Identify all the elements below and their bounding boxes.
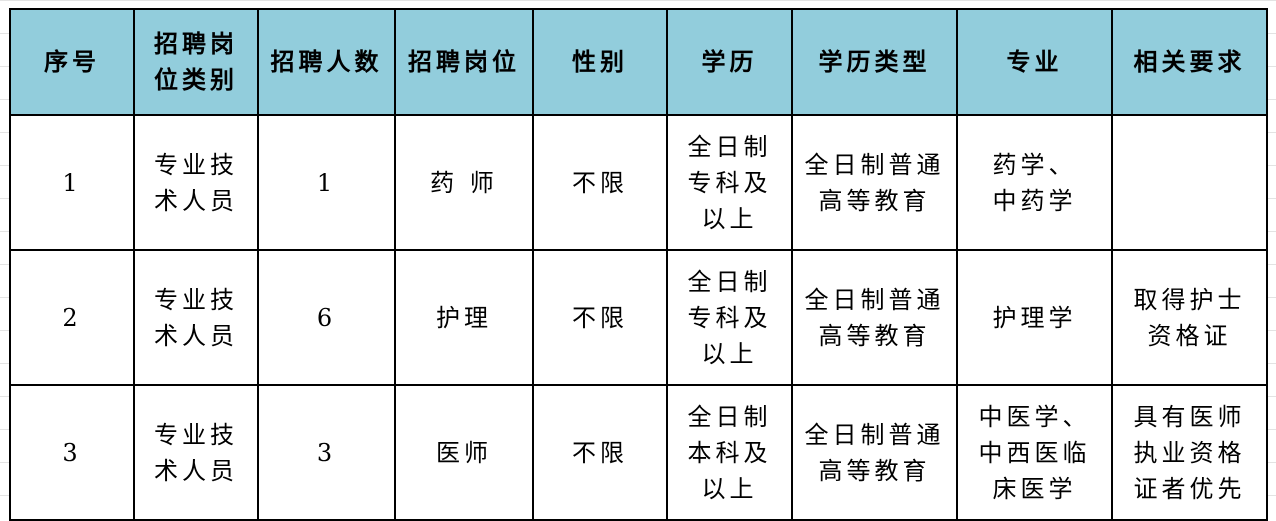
header-gender: 性别	[532, 8, 668, 116]
cell-requirements	[1111, 114, 1268, 251]
cell-count: 1	[257, 114, 396, 251]
cell-category: 专业技 术人员	[133, 384, 259, 521]
cell-education-type: 全日制普通 高等教育	[791, 114, 958, 251]
recruitment-table: 序号 招聘岗 位类别 招聘人数 招聘岗位 性别 学历 学历类型 专业 相关要求 …	[9, 8, 1268, 521]
cell-gender: 不限	[532, 114, 668, 251]
cell-major: 护理学	[956, 249, 1113, 386]
cell-category: 专业技 术人员	[133, 249, 259, 386]
cell-education: 全日制 专科及 以上	[666, 249, 793, 386]
header-row: 序号 招聘岗 位类别 招聘人数 招聘岗位 性别 学历 学历类型 专业 相关要求	[9, 8, 1268, 116]
header-position: 招聘岗位	[394, 8, 534, 116]
cell-gender: 不限	[532, 249, 668, 386]
cell-index: 2	[9, 249, 135, 386]
cell-major: 中医学、 中西医临 床医学	[956, 384, 1113, 521]
cell-index: 1	[9, 114, 135, 251]
cell-gender: 不限	[532, 384, 668, 521]
cell-index: 3	[9, 384, 135, 521]
header-category: 招聘岗 位类别	[133, 8, 259, 116]
header-major: 专业	[956, 8, 1113, 116]
header-index: 序号	[9, 8, 135, 116]
header-education: 学历	[666, 8, 793, 116]
cell-requirements: 取得护士 资格证	[1111, 249, 1268, 386]
cell-count: 3	[257, 384, 396, 521]
cell-major: 药学、 中药学	[956, 114, 1113, 251]
table-row: 1 专业技 术人员 1 药 师 不限 全日制 专科及 以上 全日制普通 高等教育…	[9, 114, 1268, 251]
header-count: 招聘人数	[257, 8, 396, 116]
header-requirements: 相关要求	[1111, 8, 1268, 116]
cell-position: 医师	[394, 384, 534, 521]
table-row: 3 专业技 术人员 3 医师 不限 全日制 本科及 以上 全日制普通 高等教育 …	[9, 384, 1268, 521]
cell-education-type: 全日制普通 高等教育	[791, 384, 958, 521]
table-row: 2 专业技 术人员 6 护理 不限 全日制 专科及 以上 全日制普通 高等教育 …	[9, 249, 1268, 386]
cell-education: 全日制 本科及 以上	[666, 384, 793, 521]
cell-count: 6	[257, 249, 396, 386]
cell-education: 全日制 专科及 以上	[666, 114, 793, 251]
cell-education-type: 全日制普通 高等教育	[791, 249, 958, 386]
cell-requirements: 具有医师 执业资格 证者优先	[1111, 384, 1268, 521]
cell-position: 护理	[394, 249, 534, 386]
cell-position: 药 师	[394, 114, 534, 251]
cell-category: 专业技 术人员	[133, 114, 259, 251]
header-education-type: 学历类型	[791, 8, 958, 116]
